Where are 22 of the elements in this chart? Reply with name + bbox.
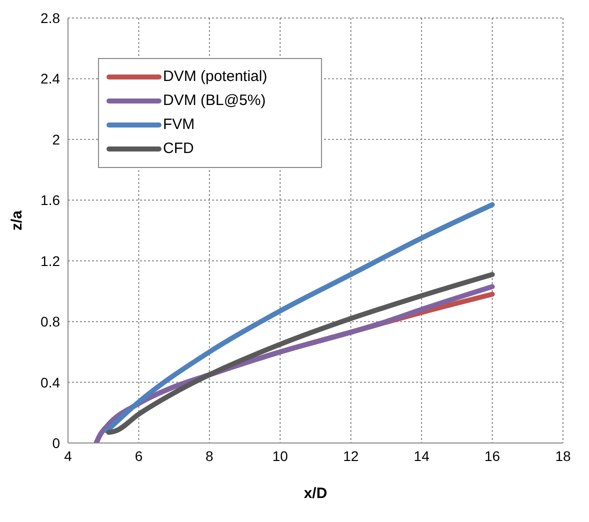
x-tick-label: 16 <box>484 448 500 464</box>
y-tick-label: 2.4 <box>40 70 60 87</box>
y-tick-label: 2 <box>52 131 60 148</box>
legend-label: DVM (BL@5%) <box>163 91 266 111</box>
x-axis-title: x/D <box>304 485 328 502</box>
y-tick-label: 0.8 <box>40 314 60 330</box>
y-tick-label: 2.8 <box>40 10 60 26</box>
y-tick-label: 1.6 <box>40 192 60 208</box>
y-axis-title: z/a <box>8 210 26 230</box>
y-tick-label: 1.2 <box>40 252 60 269</box>
x-tick-label: 14 <box>414 448 430 464</box>
x-tick-label: 10 <box>272 448 288 464</box>
x-tick-label: 6 <box>134 448 143 464</box>
x-tick-label: 12 <box>343 448 359 464</box>
legend-label: DVM (potential) <box>163 67 268 87</box>
x-tick-label: 4 <box>64 448 72 464</box>
legend-label: CFD <box>163 139 194 159</box>
x-tick-label: 18 <box>555 448 571 464</box>
x-tick-label: 8 <box>206 448 214 464</box>
legend-label: FVM <box>163 115 195 135</box>
y-tick-label: 0.4 <box>40 374 60 390</box>
y-tick-label: 0 <box>52 434 60 451</box>
